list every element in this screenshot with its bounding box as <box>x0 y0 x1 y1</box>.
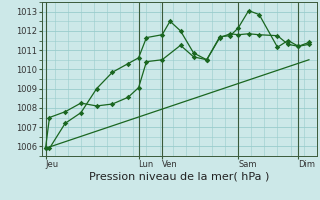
X-axis label: Pression niveau de la mer( hPa ): Pression niveau de la mer( hPa ) <box>89 172 269 182</box>
